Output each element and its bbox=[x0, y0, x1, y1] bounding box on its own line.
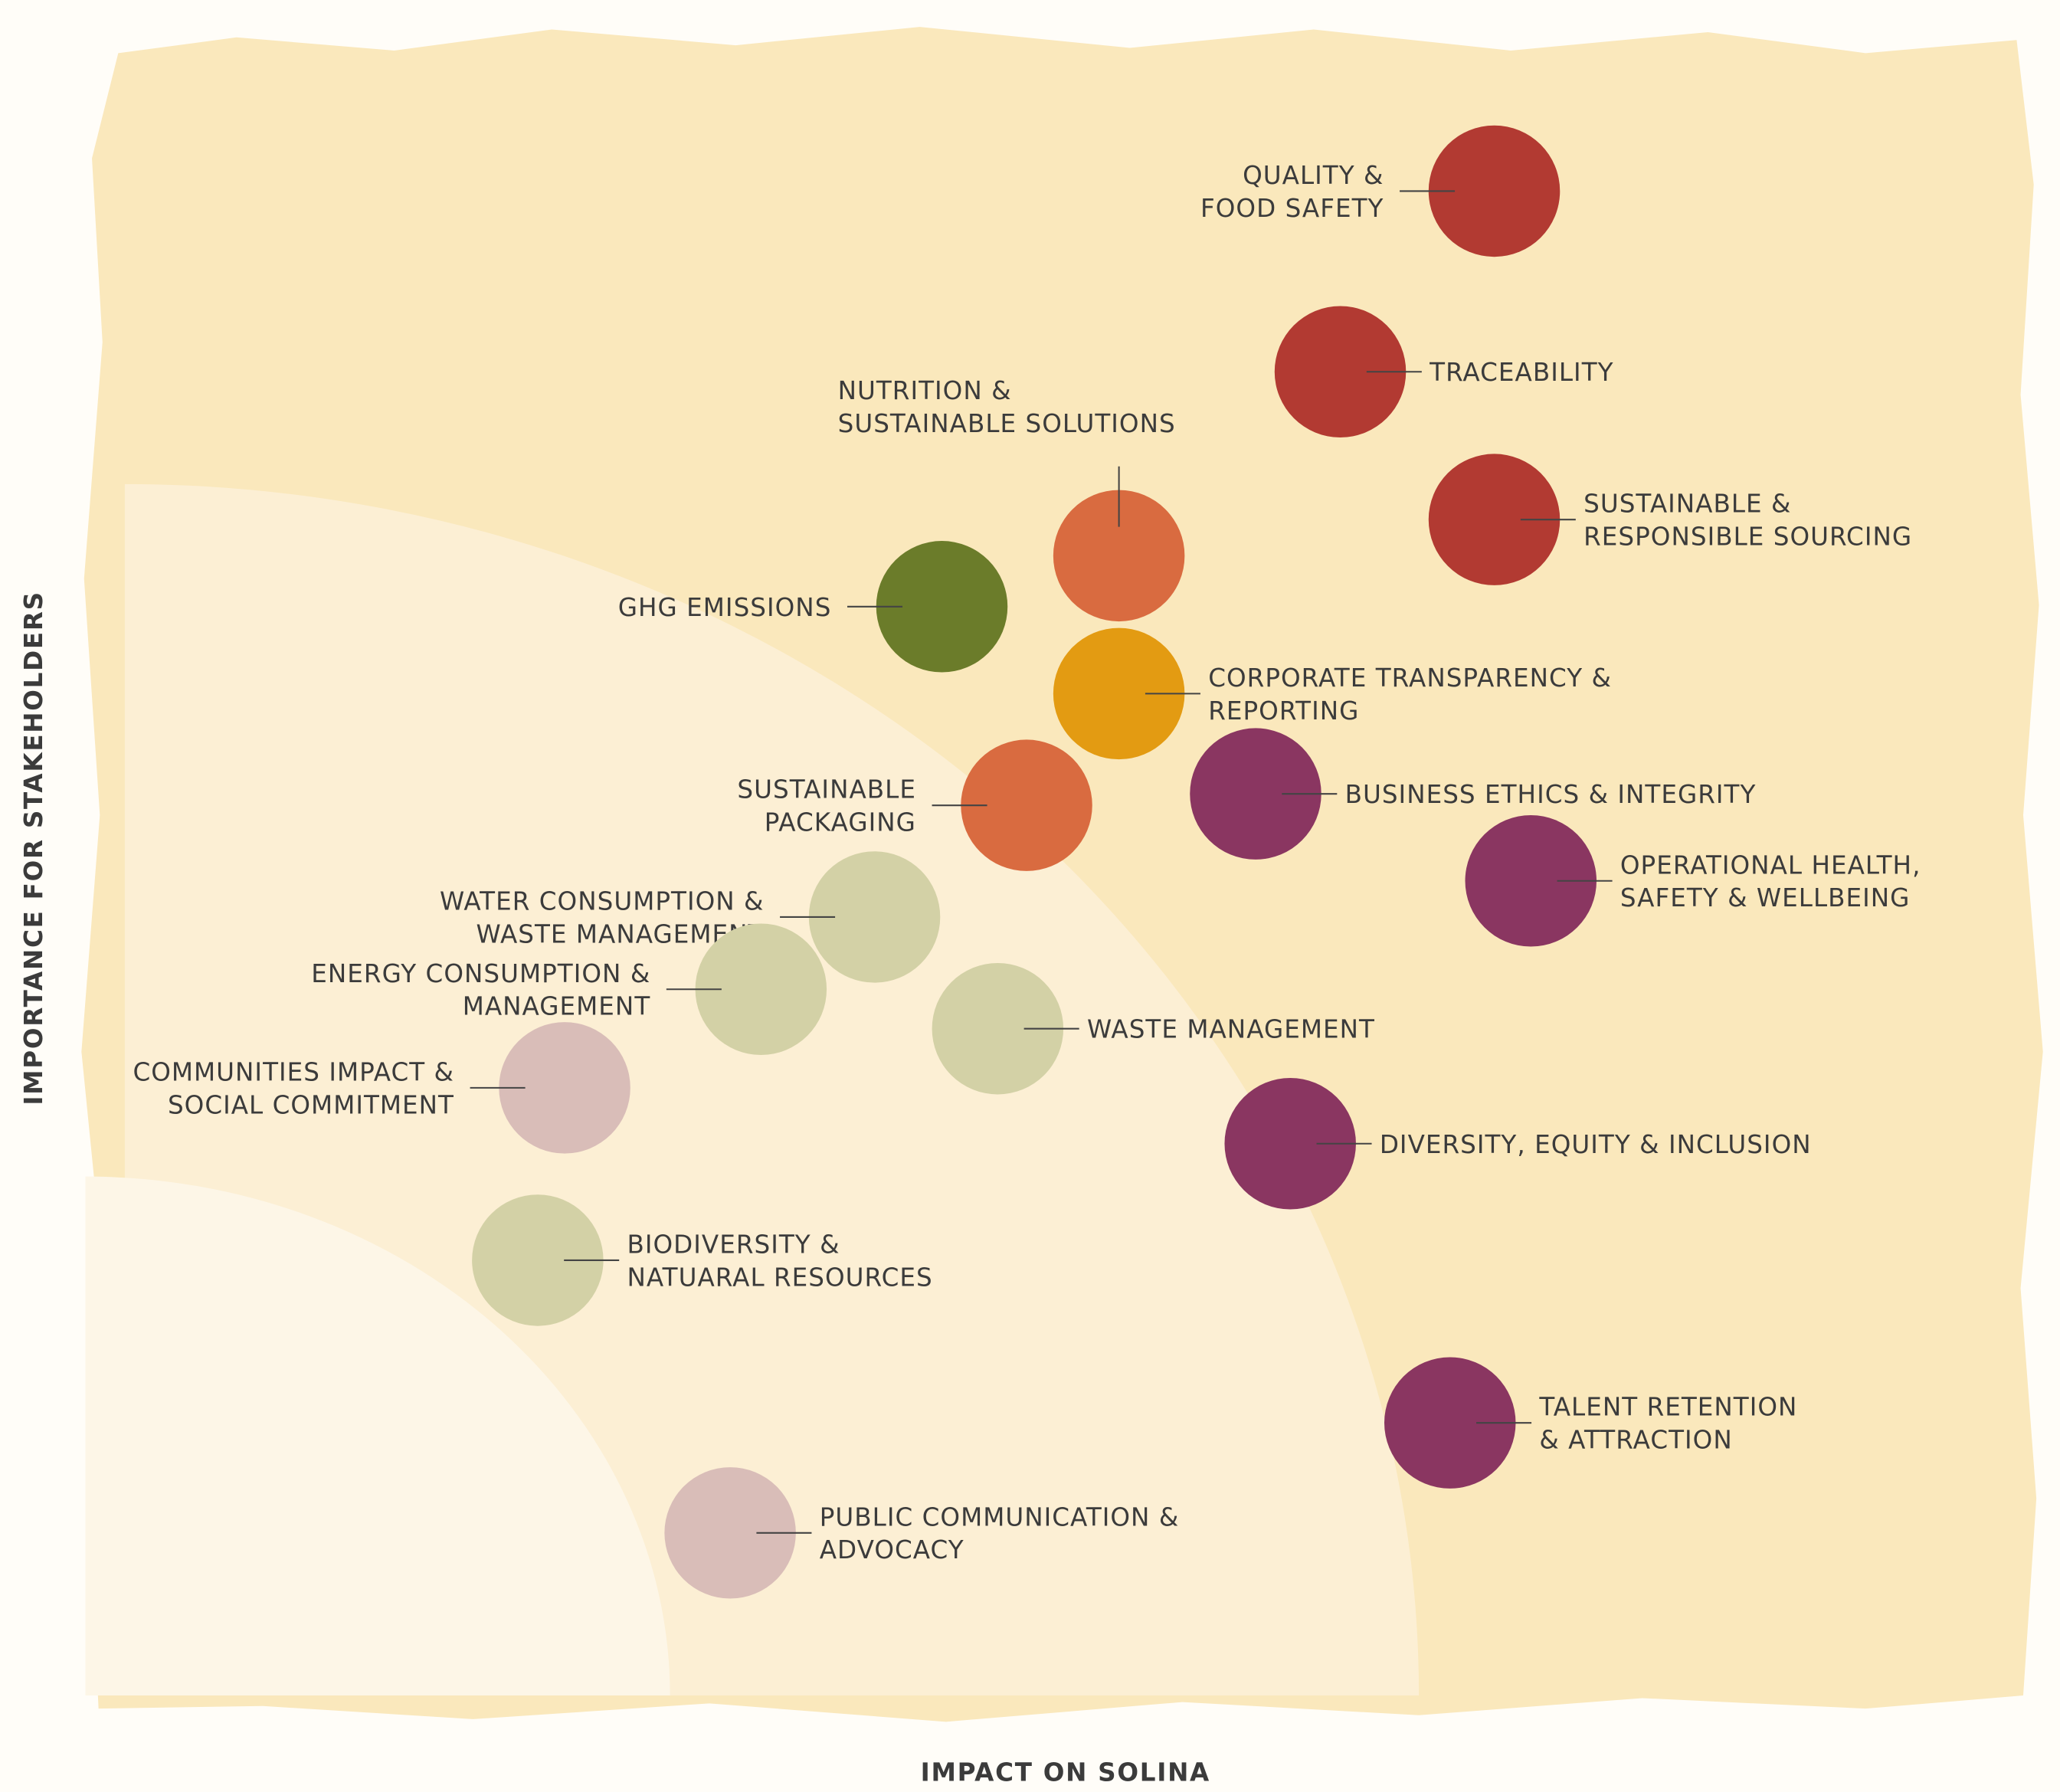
bubble bbox=[1190, 728, 1321, 860]
point-label: SUSTAINABLE & bbox=[1583, 490, 1791, 519]
point-label: WATER CONSUMPTION & bbox=[440, 887, 765, 916]
point-label: SUSTAINABLE bbox=[737, 775, 916, 804]
point-label: NUTRITION & bbox=[838, 376, 1012, 405]
point-label: BIODIVERSITY & bbox=[627, 1230, 840, 1260]
point-label: SAFETY & WELLBEING bbox=[1620, 883, 1911, 912]
point-label: DIVERSITY, EQUITY & INCLUSION bbox=[1380, 1130, 1812, 1159]
bubble bbox=[1053, 627, 1185, 760]
inner-zone bbox=[85, 1176, 670, 1696]
bubble bbox=[932, 962, 1064, 1095]
bubble bbox=[1224, 1078, 1356, 1210]
point-label: RESPONSIBLE SOURCING bbox=[1583, 523, 1912, 552]
bubble bbox=[808, 851, 941, 983]
point-label: GHG EMISSIONS bbox=[618, 593, 832, 622]
bubble bbox=[1428, 125, 1561, 257]
point-label: ENERGY CONSUMPTION & bbox=[311, 959, 650, 988]
point-label: PUBLIC COMMUNICATION & bbox=[820, 1502, 1180, 1532]
point-label: SOCIAL COMMITMENT bbox=[168, 1090, 454, 1119]
bubble bbox=[1465, 815, 1597, 947]
point-label: ADVOCACY bbox=[820, 1535, 964, 1564]
bubble bbox=[499, 1022, 630, 1154]
bubble bbox=[876, 541, 1008, 673]
point-label: BUSINESS ETHICS & INTEGRITY bbox=[1345, 780, 1757, 809]
bubble bbox=[1053, 490, 1185, 622]
bubble bbox=[664, 1467, 796, 1599]
bubble bbox=[472, 1194, 604, 1326]
point-label: PACKAGING bbox=[765, 808, 916, 837]
x-axis-title: IMPACT ON SOLINA bbox=[921, 1758, 1210, 1787]
point-label: TRACEABILITY bbox=[1429, 358, 1613, 387]
bubble bbox=[1274, 306, 1407, 437]
point-label: SUSTAINABLE SOLUTIONS bbox=[838, 409, 1176, 438]
point-label: QUALITY & bbox=[1243, 161, 1384, 190]
point-label: CORPORATE TRANSPARENCY & bbox=[1208, 663, 1612, 693]
point-label: TALENT RETENTION bbox=[1538, 1393, 1797, 1422]
bubble bbox=[1384, 1357, 1516, 1489]
bubble bbox=[1428, 454, 1561, 585]
point-label: NATUARAL RESOURCES bbox=[627, 1263, 932, 1292]
point-label: REPORTING bbox=[1208, 696, 1359, 726]
bubble bbox=[961, 739, 1092, 871]
bubble bbox=[695, 923, 827, 1056]
point-label: MANAGEMENT bbox=[463, 992, 651, 1021]
point-label: FOOD SAFETY bbox=[1200, 194, 1384, 223]
point-label: WASTE MANAGEMENT bbox=[1087, 1015, 1375, 1044]
point-label: & ATTRACTION bbox=[1539, 1426, 1732, 1455]
y-axis-title: IMPORTANCE FOR STAKEHOLDERS bbox=[19, 591, 48, 1106]
point-label: COMMUNITIES IMPACT & bbox=[133, 1057, 454, 1086]
point-label: OPERATIONAL HEALTH, bbox=[1620, 850, 1921, 880]
